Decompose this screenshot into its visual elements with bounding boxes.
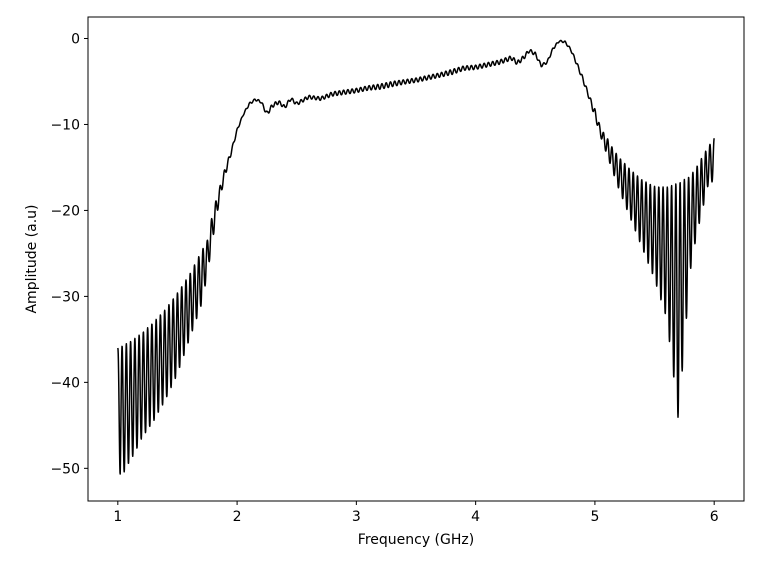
- x-tick-label: 3: [352, 509, 361, 525]
- x-axis: 1 2 3 4 5 6: [113, 501, 719, 525]
- x-tick-label: 6: [710, 509, 719, 525]
- plot-background: [88, 17, 744, 501]
- x-tick-label: 5: [590, 509, 599, 525]
- y-tick-label: −30: [50, 289, 80, 305]
- x-axis-title: Frequency (GHz): [358, 532, 474, 548]
- y-axis: 0 −10 −20 −30 −40 −50: [50, 31, 88, 477]
- plot-frame: [87, 16, 745, 502]
- y-tick-label: −20: [50, 203, 80, 219]
- y-tick-label: 0: [71, 31, 80, 47]
- y-tick-label: −50: [50, 461, 80, 477]
- data-layer: [117, 39, 715, 475]
- y-tick-label: −10: [50, 117, 80, 133]
- y-axis-title: Amplitude (a.u): [24, 204, 40, 313]
- x-tick-label: 2: [233, 509, 242, 525]
- x-tick-label: 1: [113, 509, 122, 525]
- x-tick-label: 4: [471, 509, 480, 525]
- amplitude-series-line: [117, 39, 715, 475]
- y-tick-label: −40: [50, 375, 80, 391]
